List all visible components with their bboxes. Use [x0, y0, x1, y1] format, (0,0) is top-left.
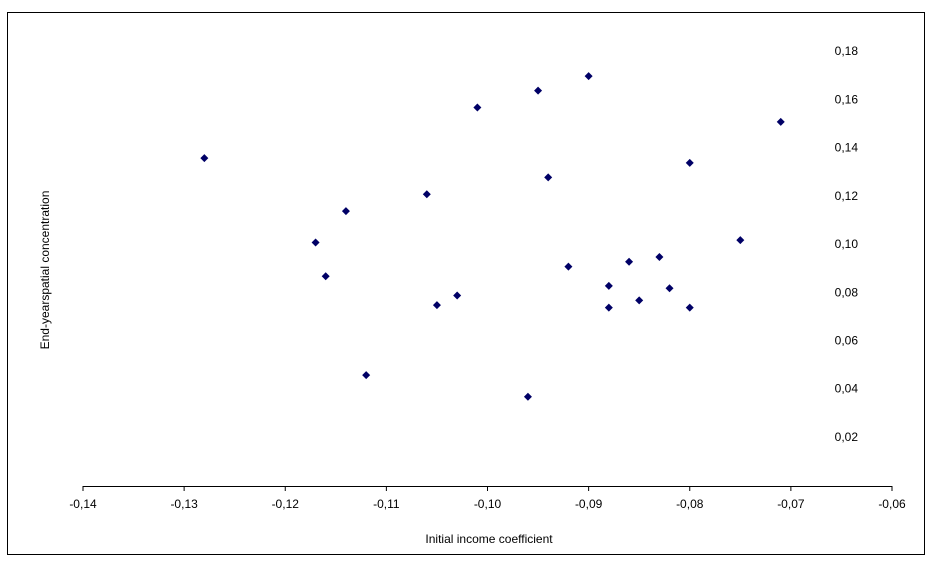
y-tick-label: 0,18 — [835, 44, 859, 58]
point — [584, 72, 593, 81]
chart-frame — [7, 12, 925, 555]
y-tick-label: 0,16 — [835, 92, 859, 106]
point — [473, 103, 482, 112]
point — [685, 303, 694, 312]
y-tick-label: 0,02 — [835, 430, 859, 444]
point — [453, 291, 462, 300]
point — [564, 262, 573, 271]
x-axis-title: Initial income coefficient — [425, 532, 553, 546]
x-tick-label: -0,06 — [878, 497, 906, 511]
point — [432, 301, 441, 310]
point — [655, 252, 664, 261]
point — [362, 371, 371, 380]
point — [625, 257, 634, 266]
point — [635, 296, 644, 305]
y-tick-label: 0,12 — [835, 189, 859, 203]
point — [736, 236, 745, 245]
point — [321, 272, 330, 281]
point — [200, 154, 209, 163]
point — [523, 392, 532, 401]
y-tick-label: 0,08 — [835, 285, 859, 299]
point — [341, 207, 350, 216]
point — [422, 190, 431, 199]
y-tick-label: 0,10 — [835, 237, 859, 251]
x-tick-label: -0,11 — [373, 497, 400, 511]
point — [604, 281, 613, 290]
x-tick-label: -0,07 — [777, 497, 805, 511]
y-tick-label: 0,14 — [835, 141, 859, 155]
y-tick-label: 0,04 — [835, 382, 859, 396]
x-tick-label: -0,09 — [575, 497, 603, 511]
point — [534, 86, 543, 95]
x-tick-label: -0,10 — [474, 497, 502, 511]
x-tick-label: -0,12 — [272, 497, 300, 511]
x-tick-label: -0,08 — [676, 497, 704, 511]
point — [604, 303, 613, 312]
point — [776, 117, 785, 126]
point — [685, 158, 694, 167]
y-tick-label: 0,06 — [835, 334, 859, 348]
point — [544, 173, 553, 182]
y-axis-title: End-yearspatial concentration — [38, 191, 52, 350]
point — [665, 284, 674, 293]
point — [311, 238, 320, 247]
x-tick-label: -0,14 — [69, 497, 97, 511]
x-tick-label: -0,13 — [170, 497, 198, 511]
